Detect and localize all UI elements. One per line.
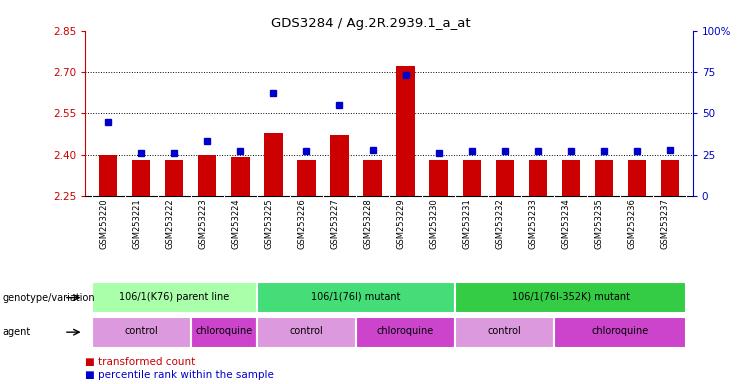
Bar [496, 160, 514, 196]
Text: chloroquine: chloroquine [377, 326, 434, 336]
Bar [257, 316, 356, 348]
Bar [191, 316, 257, 348]
Bar [133, 160, 150, 196]
Bar [265, 132, 282, 196]
Text: GSM253226: GSM253226 [297, 199, 307, 249]
Text: GSM253224: GSM253224 [231, 199, 240, 249]
Text: GSM253236: GSM253236 [628, 199, 637, 249]
Bar [661, 160, 679, 196]
Text: genotype/variation: genotype/variation [2, 293, 95, 303]
Bar [297, 160, 316, 196]
Text: GSM253227: GSM253227 [330, 199, 339, 249]
Bar [231, 157, 250, 196]
Bar [92, 316, 191, 348]
Text: GSM253220: GSM253220 [99, 199, 108, 249]
Text: control: control [124, 326, 159, 336]
Bar [430, 160, 448, 196]
Bar [396, 66, 415, 196]
Text: GSM253228: GSM253228 [364, 199, 373, 249]
Text: GSM253234: GSM253234 [562, 199, 571, 249]
Text: GSM253231: GSM253231 [462, 199, 471, 249]
Text: chloroquine: chloroquine [591, 326, 649, 336]
Text: 106/1(76I) mutant: 106/1(76I) mutant [311, 292, 401, 302]
Text: GSM253222: GSM253222 [165, 199, 174, 249]
Text: control: control [488, 326, 522, 336]
Bar [356, 316, 455, 348]
Bar [594, 160, 613, 196]
Text: GSM253232: GSM253232 [496, 199, 505, 249]
Bar [528, 160, 547, 196]
Bar [455, 282, 686, 313]
Bar [363, 160, 382, 196]
Bar [462, 160, 481, 196]
Bar [92, 282, 257, 313]
Bar [330, 135, 348, 196]
Text: GSM253229: GSM253229 [396, 199, 405, 249]
Text: GSM253225: GSM253225 [265, 199, 273, 249]
Text: chloroquine: chloroquine [196, 326, 253, 336]
Bar [199, 155, 216, 196]
Text: GSM253230: GSM253230 [430, 199, 439, 249]
Text: 106/1(76I-352K) mutant: 106/1(76I-352K) mutant [511, 292, 630, 302]
Text: 106/1(K76) parent line: 106/1(K76) parent line [119, 292, 230, 302]
Text: GSM253223: GSM253223 [199, 199, 207, 249]
Text: ■ transformed count: ■ transformed count [85, 356, 196, 367]
Text: GSM253235: GSM253235 [595, 199, 604, 249]
Text: control: control [290, 326, 323, 336]
Bar [455, 316, 554, 348]
Text: GSM253233: GSM253233 [528, 199, 538, 249]
Text: GSM253237: GSM253237 [661, 199, 670, 249]
Bar [562, 160, 579, 196]
Bar [554, 316, 686, 348]
Text: GDS3284 / Ag.2R.2939.1_a_at: GDS3284 / Ag.2R.2939.1_a_at [270, 17, 471, 30]
Text: GSM253221: GSM253221 [133, 199, 142, 249]
Text: agent: agent [2, 327, 30, 337]
Bar [99, 155, 117, 196]
Bar [628, 160, 645, 196]
Bar [257, 282, 455, 313]
Bar [165, 160, 184, 196]
Text: ■ percentile rank within the sample: ■ percentile rank within the sample [85, 370, 274, 381]
